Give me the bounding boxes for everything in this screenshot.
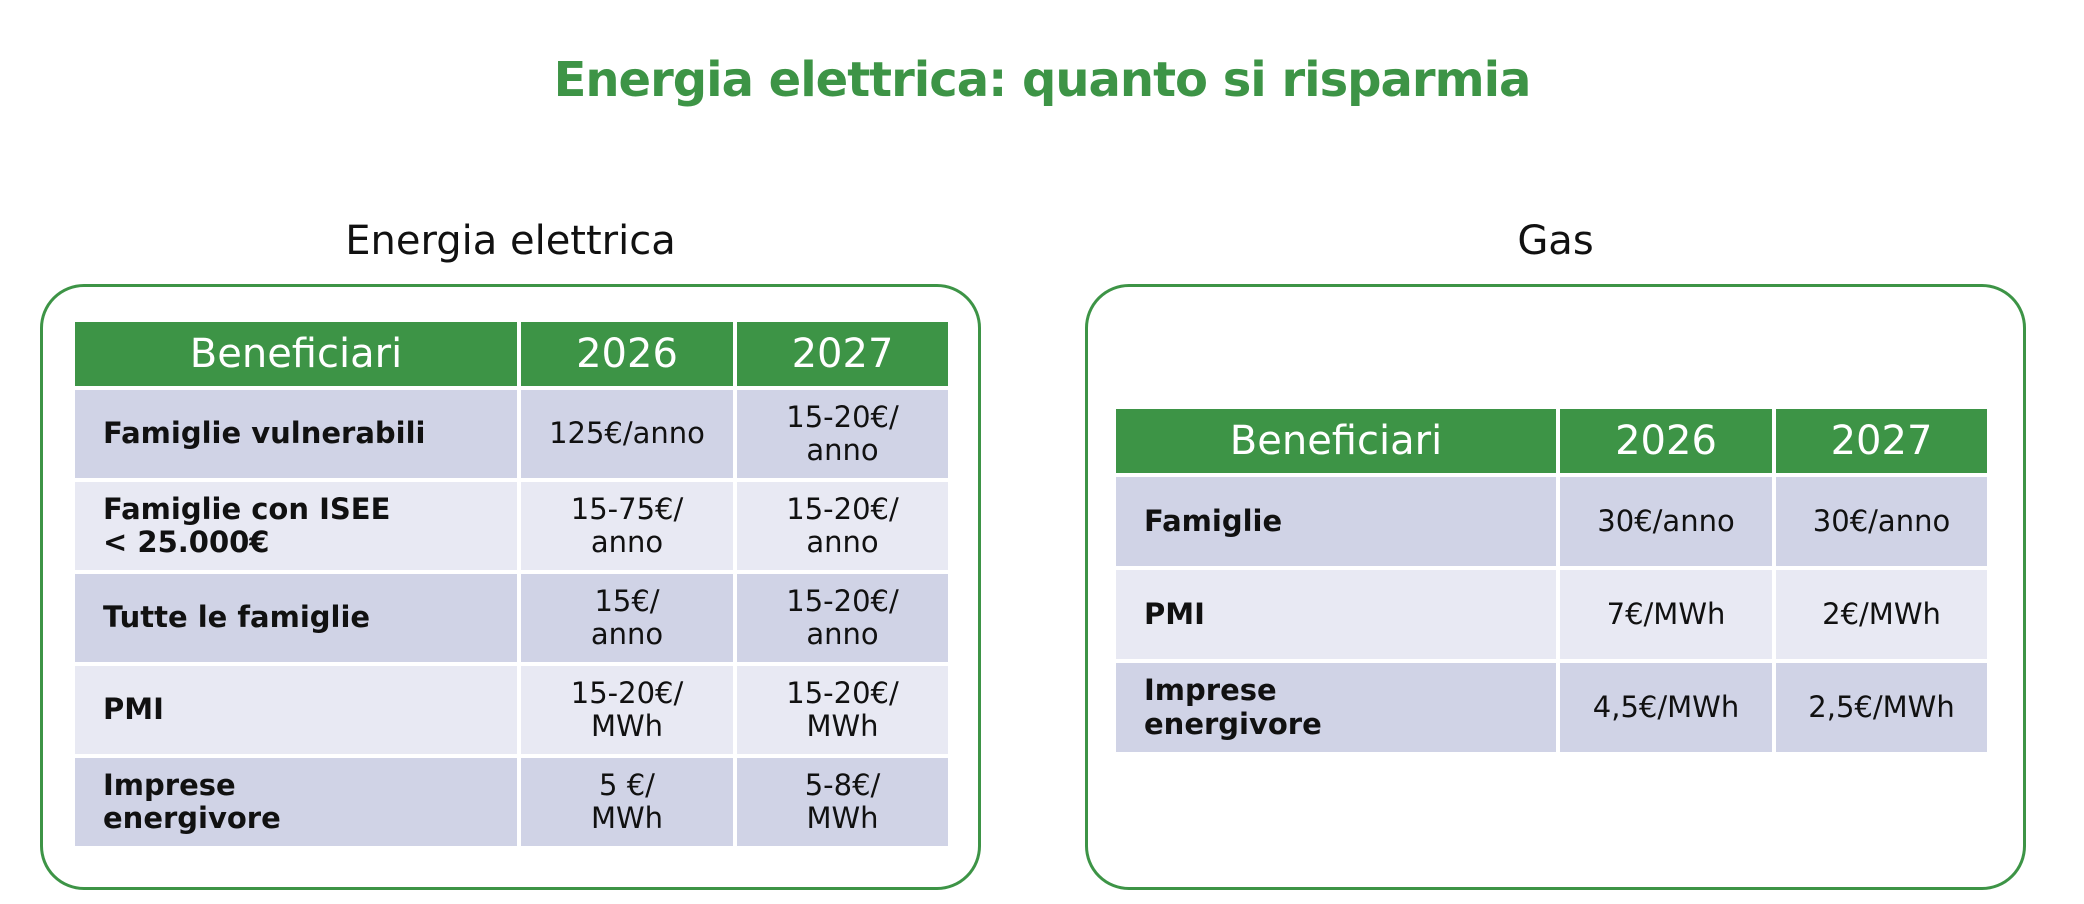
table-row: Tutte le famiglie 15€/ anno 15-20€/ anno bbox=[75, 574, 948, 662]
value-cell: 5-8€/ MWh bbox=[737, 758, 948, 846]
panel-heading: Energia elettrica bbox=[345, 218, 676, 264]
beneficiary-cell: Tutte le famiglie bbox=[75, 574, 517, 662]
value-cell: 30€/anno bbox=[1560, 477, 1772, 566]
savings-table: Beneficiari 2026 2027 Famiglie vulnerabili 1… bbox=[71, 318, 952, 850]
header-row: Beneficiari 2026 2027 bbox=[75, 322, 948, 386]
beneficiary-cell: Famiglie bbox=[1116, 477, 1556, 566]
value-cell: 5 €/ MWh bbox=[521, 758, 733, 846]
panel-heading: Gas bbox=[1517, 218, 1594, 264]
panel-box bbox=[40, 284, 981, 890]
value-cell: 15-20€/ anno bbox=[737, 574, 948, 662]
value-cell: 15-20€/ MWh bbox=[737, 666, 948, 754]
header-cell: 2026 bbox=[521, 322, 733, 386]
value-cell: 15-20€/ MWh bbox=[521, 666, 733, 754]
table-row: Famiglie con ISEE < 25.000€ 15-75€/ anno 1… bbox=[75, 482, 948, 570]
page-title: Energia elettrica: quanto si risparmia bbox=[553, 52, 1532, 108]
table-row: PMI 15-20€/ MWh 15-20€/ MWh bbox=[75, 666, 948, 754]
savings-table: Beneficiari 2026 2027 Famiglie 30€/anno 30€/a… bbox=[1112, 405, 1991, 756]
value-cell: 15-20€/ anno bbox=[737, 390, 948, 478]
header-cell: 2027 bbox=[737, 322, 948, 386]
table-row: Famiglie 30€/anno 30€/anno bbox=[1116, 477, 1987, 566]
header-cell: 2026 bbox=[1560, 409, 1772, 473]
header-cell: Beneficiari bbox=[1116, 409, 1556, 473]
table-row: PMI 7€/MWh 2€/MWh bbox=[1116, 570, 1987, 659]
header-cell: 2027 bbox=[1776, 409, 1987, 473]
table-row: Imprese energivore 5 €/ MWh 5-8€/ MWh bbox=[75, 758, 948, 846]
beneficiary-cell: Imprese energivore bbox=[1116, 663, 1556, 752]
table-row: Famiglie vulnerabili 125€/anno 15-20€/ ann… bbox=[75, 390, 948, 478]
beneficiary-cell: Famiglie vulnerabili bbox=[75, 390, 517, 478]
value-cell: 7€/MWh bbox=[1560, 570, 1772, 659]
value-cell: 15-75€/ anno bbox=[521, 482, 733, 570]
value-cell: 15-20€/ anno bbox=[737, 482, 948, 570]
beneficiary-cell: PMI bbox=[75, 666, 517, 754]
header-cell: Beneficiari bbox=[75, 322, 517, 386]
value-cell: 2,5€/MWh bbox=[1776, 663, 1987, 752]
value-cell: 15€/ anno bbox=[521, 574, 733, 662]
value-cell: 125€/anno bbox=[521, 390, 733, 478]
panel-box bbox=[1085, 284, 2026, 890]
beneficiary-cell: Imprese energivore bbox=[75, 758, 517, 846]
table-row: Imprese energivore 4,5€/MWh 2,5€/MWh bbox=[1116, 663, 1987, 752]
value-cell: 2€/MWh bbox=[1776, 570, 1987, 659]
header-row: Beneficiari 2026 2027 bbox=[1116, 409, 1987, 473]
beneficiary-cell: PMI bbox=[1116, 570, 1556, 659]
value-cell: 4,5€/MWh bbox=[1560, 663, 1772, 752]
beneficiary-cell: Famiglie con ISEE < 25.000€ bbox=[75, 482, 517, 570]
value-cell: 30€/anno bbox=[1776, 477, 1987, 566]
